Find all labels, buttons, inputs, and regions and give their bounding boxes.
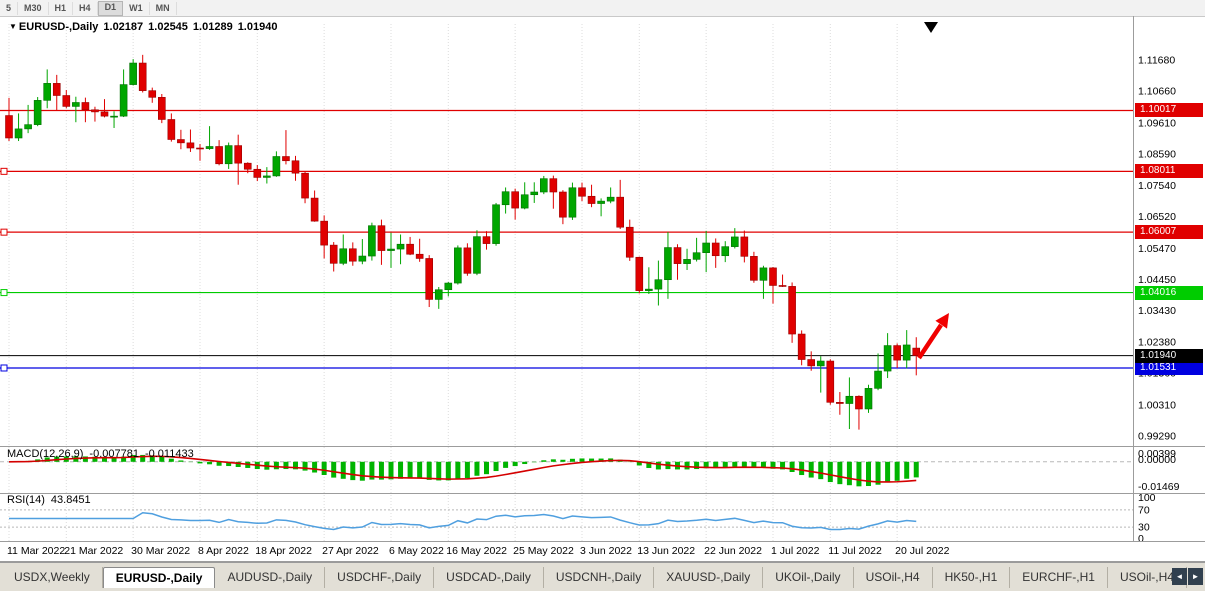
timeframe-button-D1[interactable]: D1 (97, 0, 124, 16)
svg-text:22 Jun 2022: 22 Jun 2022 (704, 545, 762, 557)
timeframe-button-H1[interactable]: H1 (49, 1, 74, 15)
macd-signal-line (8, 455, 917, 483)
svg-text:1.08590: 1.08590 (1138, 148, 1176, 160)
chart-tab-hk50-h1[interactable]: HK50-,H1 (933, 567, 1011, 588)
svg-text:1.04450: 1.04450 (1138, 274, 1176, 286)
svg-text:1 Jul 2022: 1 Jul 2022 (771, 545, 820, 557)
hline-1.01531[interactable] (0, 364, 1133, 372)
svg-text:6 May 2022: 6 May 2022 (389, 545, 444, 557)
price-tag-1.06007: 1.06007 (1135, 225, 1203, 240)
svg-text:8 Apr 2022: 8 Apr 2022 (198, 545, 249, 557)
chart-tab-xauusd-daily[interactable]: XAUUSD-,Daily (654, 567, 764, 588)
price-tag-1.01940: 1.01940 (1135, 348, 1203, 363)
svg-text:13 Jun 2022: 13 Jun 2022 (637, 545, 695, 557)
chart-symbol-period: EURUSD-,Daily (18, 21, 99, 33)
rsi-value: 43.8451 (50, 494, 91, 506)
chart-close-value: 1.01940 (237, 21, 278, 33)
trend-arrow[interactable] (917, 313, 949, 360)
hline-1.06007[interactable] (0, 228, 1133, 236)
svg-text:0.00399: 0.00399 (1138, 448, 1176, 460)
tab-scroll-left-icon[interactable]: ◄ (1172, 568, 1187, 585)
hline-1.04016[interactable] (0, 289, 1133, 297)
chart-low-value: 1.01289 (192, 21, 233, 33)
chart-tab-eurusd-daily[interactable]: EURUSD-,Daily (102, 567, 216, 588)
chart-tabs: USDX,Weekly EURUSD-,Daily AUDUSD-,Daily USD… (2, 567, 1187, 588)
rsi-indicator-label: RSI(14) 43.8451 (7, 494, 97, 506)
svg-text:20 Jul 2022: 20 Jul 2022 (895, 545, 949, 557)
tab-scroll-right-icon[interactable]: ► (1188, 568, 1203, 585)
svg-text:1.09610: 1.09610 (1138, 117, 1176, 129)
macd-signal-value: -0.011433 (144, 448, 194, 460)
chart-high-value: 1.02545 (148, 21, 188, 33)
svg-text:1.02380: 1.02380 (1138, 337, 1176, 349)
price-tag-1.04016: 1.04016 (1135, 285, 1203, 300)
svg-text:1.06520: 1.06520 (1138, 211, 1176, 223)
chart-tab-usoil-h4[interactable]: USOil-,H4 (854, 567, 933, 588)
svg-text:16 May 2022: 16 May 2022 (446, 545, 507, 557)
chart-tab-usdchf-daily[interactable]: USDCHF-,Daily (325, 567, 435, 588)
macd-main-value: -0.007781 (89, 448, 139, 460)
price-tag-1.08011: 1.08011 (1135, 164, 1203, 179)
svg-text:27 Apr 2022: 27 Apr 2022 (322, 545, 379, 557)
chart-shift-marker-icon (924, 22, 938, 33)
hline-1.08011[interactable] (0, 167, 1133, 175)
candlesticks (5, 54, 921, 430)
chart-tab-usdx-weekly[interactable]: USDX,Weekly (2, 567, 103, 588)
price-chart-canvas[interactable]: 1.11680 1.10660 1.09610 1.08590 1.07540 1.065… (0, 0, 1205, 562)
svg-text:70: 70 (1138, 505, 1150, 517)
rsi-name: RSI(14) (7, 494, 45, 506)
svg-text:1.05470: 1.05470 (1138, 243, 1176, 255)
chart-open-value: 1.02187 (103, 21, 144, 33)
timeframe-button-H4[interactable]: H4 (73, 1, 98, 15)
price-tag-1.01531: 1.01531 (1135, 360, 1203, 375)
svg-text:0.00000: 0.00000 (1138, 454, 1176, 466)
chart-tab-eurchf-h1[interactable]: EURCHF-,H1 (1010, 567, 1108, 588)
chart-tab-audusd-daily[interactable]: AUDUSD-,Daily (215, 567, 326, 588)
svg-text:18 Apr 2022: 18 Apr 2022 (255, 545, 312, 557)
svg-text:1.03430: 1.03430 (1138, 305, 1176, 317)
price-axis: 1.11680 1.10660 1.09610 1.08590 1.07540 1.065… (1138, 55, 1176, 443)
title-marker-icon: ▼ (9, 22, 17, 31)
svg-text:1.00310: 1.00310 (1138, 400, 1176, 412)
svg-text:-0.01469: -0.01469 (1138, 481, 1180, 493)
timeframe-button-W1[interactable]: W1 (123, 1, 150, 15)
rsi-line (9, 511, 917, 531)
svg-text:3 Jun 2022: 3 Jun 2022 (580, 545, 632, 557)
svg-text:0.99290: 0.99290 (1138, 430, 1176, 442)
macd-name: MACD(12,26,9) (7, 448, 84, 460)
svg-text:25 May 2022: 25 May 2022 (513, 545, 574, 557)
date-axis: 11 Mar 2022 21 Mar 2022 30 Mar 2022 8 Apr 2… (7, 545, 950, 557)
timeframe-button-MN[interactable]: MN (150, 1, 177, 15)
timeframe-toolbar: 5 M30 H1 H4 D1 W1 MN (0, 0, 1205, 17)
svg-text:11 Jul 2022: 11 Jul 2022 (828, 545, 882, 557)
timeframe-button-M30[interactable]: M30 (18, 1, 49, 15)
svg-text:1.11680: 1.11680 (1138, 55, 1175, 67)
tab-scroll-buttons: ◄ ► (1172, 568, 1203, 585)
svg-text:21 Mar 2022: 21 Mar 2022 (64, 545, 123, 557)
svg-text:30: 30 (1138, 522, 1150, 534)
chart-tab-usdcnh-daily[interactable]: USDCNH-,Daily (544, 567, 655, 588)
timeframe-button-5[interactable]: 5 (0, 1, 19, 15)
svg-text:1.10660: 1.10660 (1138, 85, 1176, 97)
svg-text:30 Mar 2022: 30 Mar 2022 (131, 545, 190, 557)
macd-indicator-label: MACD(12,26,9) -0.007781 -0.011433 (7, 448, 200, 460)
svg-text:0: 0 (1138, 533, 1144, 545)
chart-tab-usdcad-daily[interactable]: USDCAD-,Daily (434, 567, 544, 588)
svg-text:100: 100 (1138, 492, 1156, 504)
chart-title: ▼ EURUSD-,Daily 1.02187 1.02545 1.01289 1.019… (9, 21, 282, 33)
svg-text:1.07540: 1.07540 (1138, 180, 1176, 192)
panel-separators (0, 16, 1205, 562)
svg-text:11 Mar 2022: 11 Mar 2022 (7, 545, 65, 557)
price-tag-1.10017: 1.10017 (1135, 103, 1203, 118)
horizontal-lines (0, 109, 1133, 372)
chart-tab-bar: USDX,Weekly EURUSD-,Daily AUDUSD-,Daily USD… (0, 562, 1205, 591)
chart-tab-ukoil-daily[interactable]: UKOil-,Daily (763, 567, 854, 588)
